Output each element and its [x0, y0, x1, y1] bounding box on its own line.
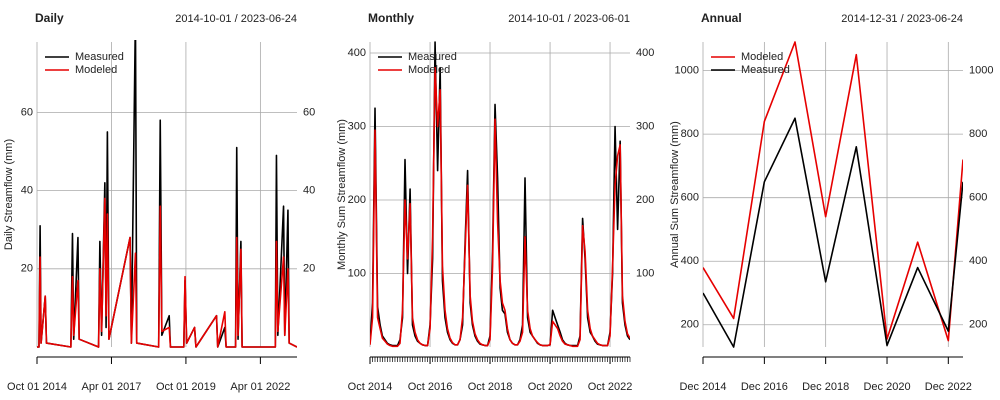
y-tick-label: 300 [348, 120, 366, 132]
panel-date-range: 2014-10-01 / 2023-06-01 [508, 13, 630, 25]
y-tick-label: 20 [21, 263, 33, 275]
panel: Daily 2014-10-01 / 2023-06-24 Daily Stream… [3, 11, 315, 393]
series-line [370, 66, 630, 348]
y2-tick-label: 400 [636, 47, 654, 59]
x-tick-label: Oct 2022 [588, 381, 633, 393]
x-tick-label: Oct 2014 [348, 381, 393, 393]
panel-title: Daily [35, 11, 64, 25]
y-tick-label: 800 [681, 128, 699, 140]
panel-date-range: 2014-12-31 / 2023-06-24 [841, 13, 963, 25]
y2-tick-label: 300 [636, 120, 654, 132]
y2-tick-label: 800 [969, 128, 987, 140]
y-axis-title: Monthly Sum Streamflow (mm) [336, 119, 348, 270]
y-axis-title: Annual Sum Streamflow (mm) [669, 121, 681, 268]
y-tick-label: 400 [681, 255, 699, 267]
legend-label: Measured [408, 51, 457, 63]
y-tick-label: 60 [21, 106, 33, 118]
y2-tick-label: 600 [969, 192, 987, 204]
series-line [703, 41, 963, 342]
x-tick-label: Dec 2018 [802, 381, 849, 393]
legend-label: Modeled [741, 51, 783, 63]
x-tick-label: Oct 2016 [408, 381, 453, 393]
y2-tick-label: 100 [636, 267, 654, 279]
x-tick-label: Oct 01 2019 [156, 381, 216, 393]
y-tick-label: 200 [348, 194, 366, 206]
y2-tick-label: 40 [303, 184, 315, 196]
x-tick-label: Apr 01 2017 [81, 381, 141, 393]
panel-title: Monthly [368, 11, 414, 25]
legend-label: Modeled [408, 64, 450, 76]
y2-tick-label: 1000 [969, 65, 993, 77]
y2-tick-label: 200 [969, 319, 987, 331]
x-tick-label: Oct 2020 [528, 381, 573, 393]
y2-tick-label: 200 [636, 194, 654, 206]
x-tick-label: Oct 2018 [468, 381, 513, 393]
y2-tick-label: 400 [969, 255, 987, 267]
series-line [37, 197, 297, 348]
series-line [370, 41, 630, 347]
panel-date-range: 2014-10-01 / 2023-06-24 [175, 13, 297, 25]
panel-title: Annual [701, 11, 742, 25]
y-tick-label: 100 [348, 267, 366, 279]
legend-label: Measured [741, 64, 790, 76]
x-tick-label: Dec 2014 [679, 381, 726, 393]
legend-label: Modeled [75, 64, 117, 76]
y-tick-label: 1000 [675, 65, 699, 77]
y-tick-label: 200 [681, 319, 699, 331]
y-tick-label: 600 [681, 192, 699, 204]
y2-tick-label: 60 [303, 106, 315, 118]
x-tick-label: Apr 01 2022 [230, 381, 290, 393]
panel: Annual 2014-12-31 / 2023-06-24 Annual Sum … [669, 11, 994, 393]
panel: Monthly 2014-10-01 / 2023-06-01 Monthly Su… [336, 11, 654, 393]
x-tick-label: Dec 2016 [741, 381, 788, 393]
y-tick-label: 400 [348, 47, 366, 59]
x-tick-label: Dec 2022 [925, 381, 972, 393]
y2-tick-label: 20 [303, 263, 315, 275]
x-tick-label: Oct 01 2014 [7, 381, 67, 393]
y-axis-title: Daily Streamflow (mm) [3, 139, 15, 250]
y-tick-label: 40 [21, 184, 33, 196]
series-line [703, 117, 963, 348]
x-tick-label: Dec 2020 [863, 381, 910, 393]
legend-label: Measured [75, 51, 124, 63]
